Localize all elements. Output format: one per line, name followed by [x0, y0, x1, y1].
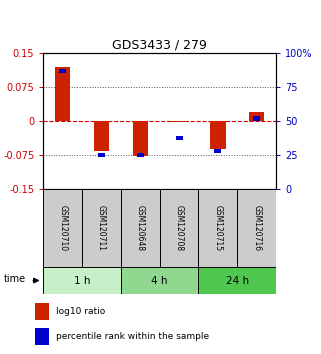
Bar: [98, 153, 105, 158]
Bar: [35, 328, 49, 345]
Bar: [137, 153, 144, 158]
Text: log10 ratio: log10 ratio: [56, 307, 106, 316]
Text: 24 h: 24 h: [226, 275, 249, 286]
Bar: [198, 267, 276, 294]
Text: GSM120708: GSM120708: [175, 205, 184, 251]
Text: GSM120715: GSM120715: [213, 205, 222, 251]
Bar: [133, 121, 148, 156]
Bar: [160, 189, 198, 267]
Bar: [210, 121, 226, 149]
Bar: [121, 189, 160, 267]
Bar: [198, 189, 237, 267]
Text: 4 h: 4 h: [152, 275, 168, 286]
Bar: [82, 189, 121, 267]
Text: GSM120711: GSM120711: [97, 205, 106, 251]
Bar: [94, 121, 109, 151]
Bar: [249, 112, 265, 121]
Bar: [59, 69, 66, 73]
Bar: [214, 149, 221, 153]
Text: GSM120710: GSM120710: [58, 205, 67, 251]
Bar: [43, 189, 82, 267]
Text: percentile rank within the sample: percentile rank within the sample: [56, 332, 209, 341]
Bar: [171, 121, 187, 122]
Text: 1 h: 1 h: [74, 275, 91, 286]
Bar: [237, 189, 276, 267]
Text: time: time: [4, 274, 26, 284]
Text: GSM120716: GSM120716: [252, 205, 261, 251]
Text: GSM120648: GSM120648: [136, 205, 145, 251]
Bar: [121, 267, 198, 294]
Bar: [43, 267, 121, 294]
Bar: [35, 303, 49, 320]
Title: GDS3433 / 279: GDS3433 / 279: [112, 39, 207, 52]
Bar: [55, 67, 71, 121]
Bar: [253, 116, 260, 121]
Bar: [176, 136, 183, 139]
